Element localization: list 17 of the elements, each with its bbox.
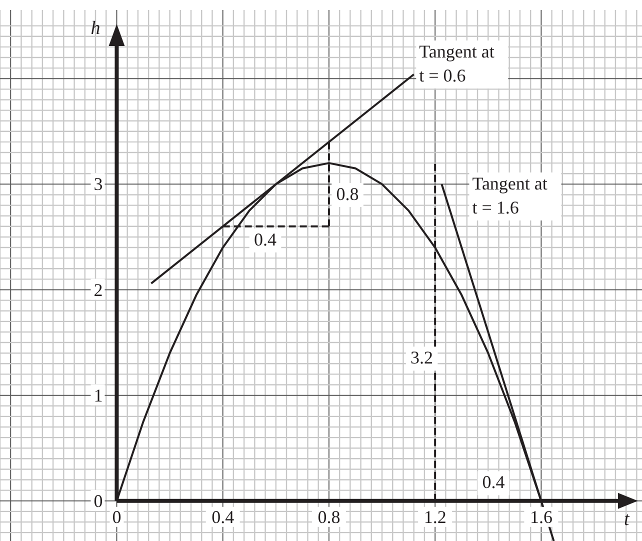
annotation: 0.4 bbox=[254, 229, 277, 250]
annotation: Tangent at t = 0.6 bbox=[419, 42, 494, 86]
x-tick-label: 1.2 bbox=[424, 506, 446, 527]
y-tick-label: 0 bbox=[94, 490, 103, 511]
y-axis-title: h bbox=[90, 18, 100, 39]
x-tick-label: 0.8 bbox=[318, 506, 340, 527]
annotation: 3.2 bbox=[410, 348, 434, 368]
y-tick-label: 2 bbox=[94, 280, 103, 300]
y-tick-label: 3 bbox=[94, 174, 103, 194]
x-tick-label: 1.6 bbox=[530, 506, 552, 527]
x-tick-label: 0 bbox=[112, 506, 122, 527]
annotation: 0.8 bbox=[336, 184, 359, 204]
y-tick-label: 1 bbox=[94, 385, 103, 406]
x-axis-title: t bbox=[624, 508, 630, 530]
annotation: 0.4 bbox=[482, 472, 505, 492]
annotation: Tangent at t = 1.6 bbox=[472, 173, 548, 218]
x-tick-label: 0.4 bbox=[212, 506, 234, 527]
